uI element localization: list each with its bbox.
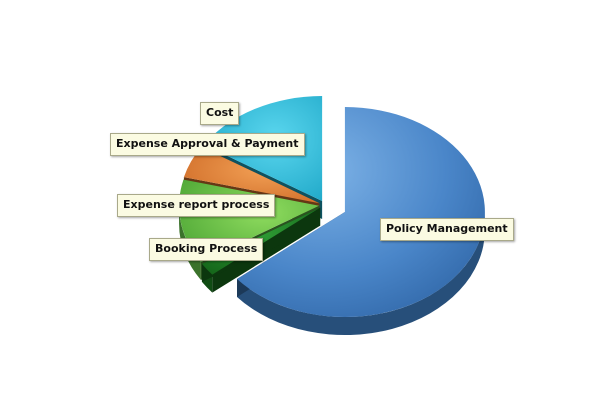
slice-top [237, 107, 485, 318]
slice-label-policy-management: Policy Management [380, 218, 514, 241]
slice-top [183, 146, 320, 204]
slice-label-cost: Cost [200, 102, 240, 125]
pie-slice-policy-management [237, 107, 485, 336]
slice-label-expense-report-process: Expense report process [117, 194, 276, 217]
slice-side [179, 205, 201, 280]
slice-label-expense-approval-payment: Expense Approval & Payment [110, 133, 305, 156]
slice-side [237, 212, 485, 336]
slice-label-booking-process: Booking Process [149, 238, 264, 261]
